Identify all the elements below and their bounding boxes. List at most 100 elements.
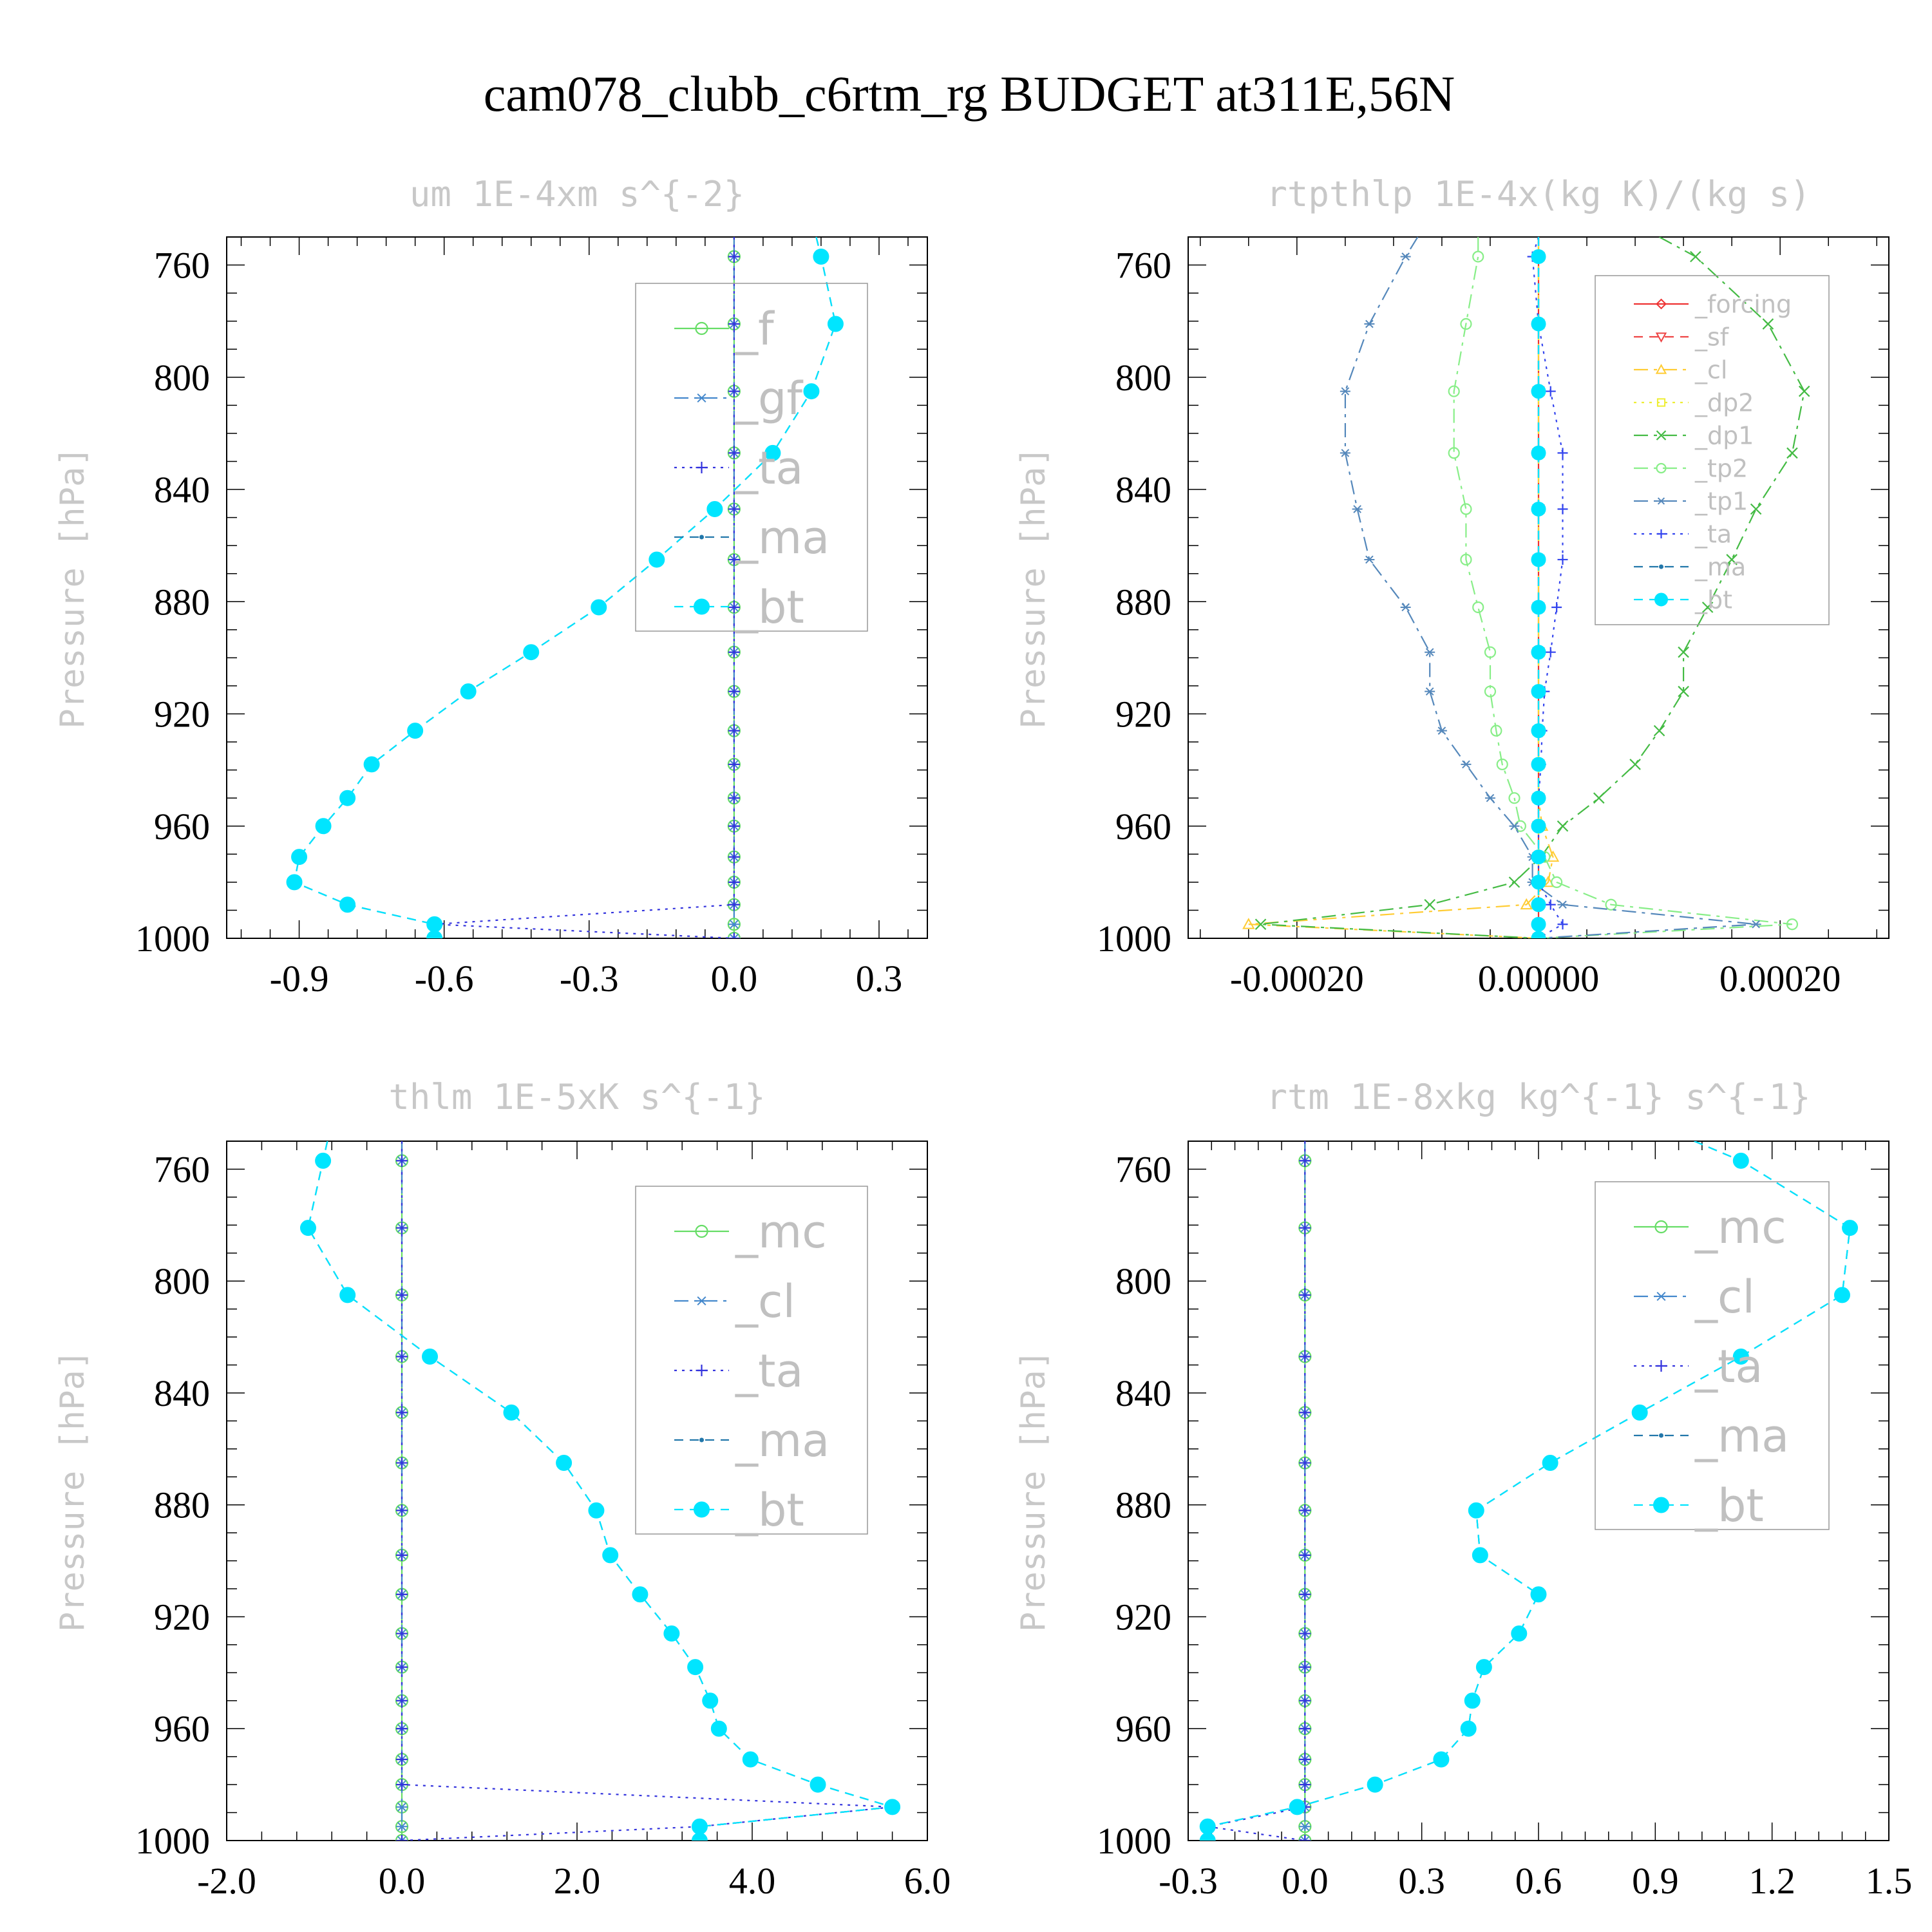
x-tick-label: -0.6 xyxy=(415,958,474,999)
data-point xyxy=(1364,555,1375,564)
data-point xyxy=(803,383,820,400)
legend-label: _cl xyxy=(1694,356,1727,384)
data-point xyxy=(728,933,740,938)
data-point xyxy=(706,501,723,518)
data-point xyxy=(1786,447,1798,459)
y-tick-label: 920 xyxy=(1115,1596,1171,1638)
data-point xyxy=(1557,900,1568,909)
legend-label: _ta xyxy=(1694,1340,1763,1393)
data-point xyxy=(1520,898,1533,910)
x-tick-label: 1.2 xyxy=(1748,1860,1795,1902)
data-point xyxy=(426,930,443,938)
data-point xyxy=(1299,1406,1311,1419)
data-point xyxy=(1299,1588,1311,1600)
y-tick-label: 920 xyxy=(154,1596,210,1638)
data-point xyxy=(1557,448,1568,459)
data-point xyxy=(1299,1289,1311,1301)
data-point xyxy=(1464,1692,1481,1709)
data-point xyxy=(1557,504,1568,515)
data-point xyxy=(1531,249,1546,264)
data-point xyxy=(1340,449,1350,457)
data-point xyxy=(1531,790,1546,806)
legend-marker xyxy=(1655,1291,1667,1302)
data-point xyxy=(396,1802,408,1812)
panel-1: 760 800 840 880 920 960 1000 -0.9 -0.6 -0.3 0.0 0.3… xyxy=(53,174,928,999)
legend: _mc _cl _ta _ma _bt xyxy=(1595,1181,1830,1532)
legend-label: _ta xyxy=(735,442,803,495)
series-bt xyxy=(1199,1141,1859,1841)
x-tick-label: 0.0 xyxy=(379,1860,426,1902)
data-point xyxy=(396,1289,408,1301)
data-point xyxy=(1424,898,1435,911)
data-point xyxy=(691,1832,708,1841)
legend-marker xyxy=(1655,332,1667,343)
data-point xyxy=(556,1455,573,1472)
data-point xyxy=(728,553,740,565)
data-point xyxy=(1509,822,1520,831)
y-tick-label: 800 xyxy=(154,1260,210,1302)
y-tick-label: 960 xyxy=(1115,806,1171,848)
data-point xyxy=(728,876,740,888)
data-point xyxy=(1726,554,1738,565)
data-point xyxy=(663,1625,680,1642)
data-point xyxy=(602,1547,619,1564)
data-point xyxy=(396,1350,408,1363)
data-point xyxy=(1511,1625,1528,1642)
y-tick-label: 760 xyxy=(1115,245,1171,287)
legend-label: _tp2 xyxy=(1694,455,1748,483)
y-tick-label: 840 xyxy=(1115,1372,1171,1414)
legend-label: _sf xyxy=(1694,323,1730,352)
x-tick-label: 4.0 xyxy=(729,1860,776,1902)
data-point xyxy=(1732,1348,1749,1365)
legend-label: _ta xyxy=(1694,520,1732,549)
x-tick-label: -0.3 xyxy=(560,958,619,999)
data-point xyxy=(1448,447,1460,459)
data-point xyxy=(1531,931,1546,938)
data-point xyxy=(1690,251,1701,263)
data-point xyxy=(884,1799,901,1815)
data-point xyxy=(1242,918,1255,929)
data-point xyxy=(728,820,740,832)
legend-marker xyxy=(1655,363,1667,374)
y-tick-label: 760 xyxy=(154,245,210,287)
legend-marker xyxy=(1654,1220,1668,1234)
data-point xyxy=(1653,724,1665,737)
data-point xyxy=(1299,1694,1311,1707)
y-axis-label: Pressure [hPa] xyxy=(1014,1350,1053,1632)
y-tick-label: 960 xyxy=(154,1708,210,1750)
data-point xyxy=(1508,876,1520,888)
legend-label: _mc xyxy=(735,1206,827,1258)
data-point xyxy=(1460,1720,1477,1737)
data-point xyxy=(1678,646,1689,658)
y-axis-label: Pressure [hPa] xyxy=(1014,446,1053,728)
data-point xyxy=(1448,385,1460,397)
data-point xyxy=(1460,553,1472,566)
data-point xyxy=(1798,385,1810,397)
data-point xyxy=(315,1152,332,1169)
legend: _f _gf _ta _ma _bt xyxy=(635,283,868,634)
series-bt xyxy=(1531,237,1546,938)
data-point xyxy=(339,790,356,806)
data-point xyxy=(728,933,740,938)
data-point xyxy=(728,724,740,737)
data-point xyxy=(1750,920,1761,929)
data-point xyxy=(1472,601,1484,614)
legend-marker xyxy=(1656,529,1666,538)
x-tick-label: -2.0 xyxy=(197,1860,256,1902)
legend: _mc _cl _ta _ma _bt xyxy=(635,1186,868,1537)
x-tick-label: 1.5 xyxy=(1866,1860,1913,1902)
data-point xyxy=(702,1692,719,1709)
legend-label: _bt xyxy=(735,581,804,634)
data-point xyxy=(588,1502,605,1519)
data-point xyxy=(728,646,740,658)
data-point xyxy=(1531,552,1546,567)
data-point xyxy=(1546,850,1560,862)
legend-marker xyxy=(696,393,708,403)
legend-label: _ma xyxy=(1694,553,1746,582)
y-tick-label: 880 xyxy=(1115,1484,1171,1526)
y-tick-label: 960 xyxy=(154,806,210,848)
data-point xyxy=(1531,819,1546,834)
legend-marker xyxy=(1656,298,1667,310)
data-point xyxy=(1289,1799,1305,1815)
legend-marker xyxy=(1656,462,1667,474)
